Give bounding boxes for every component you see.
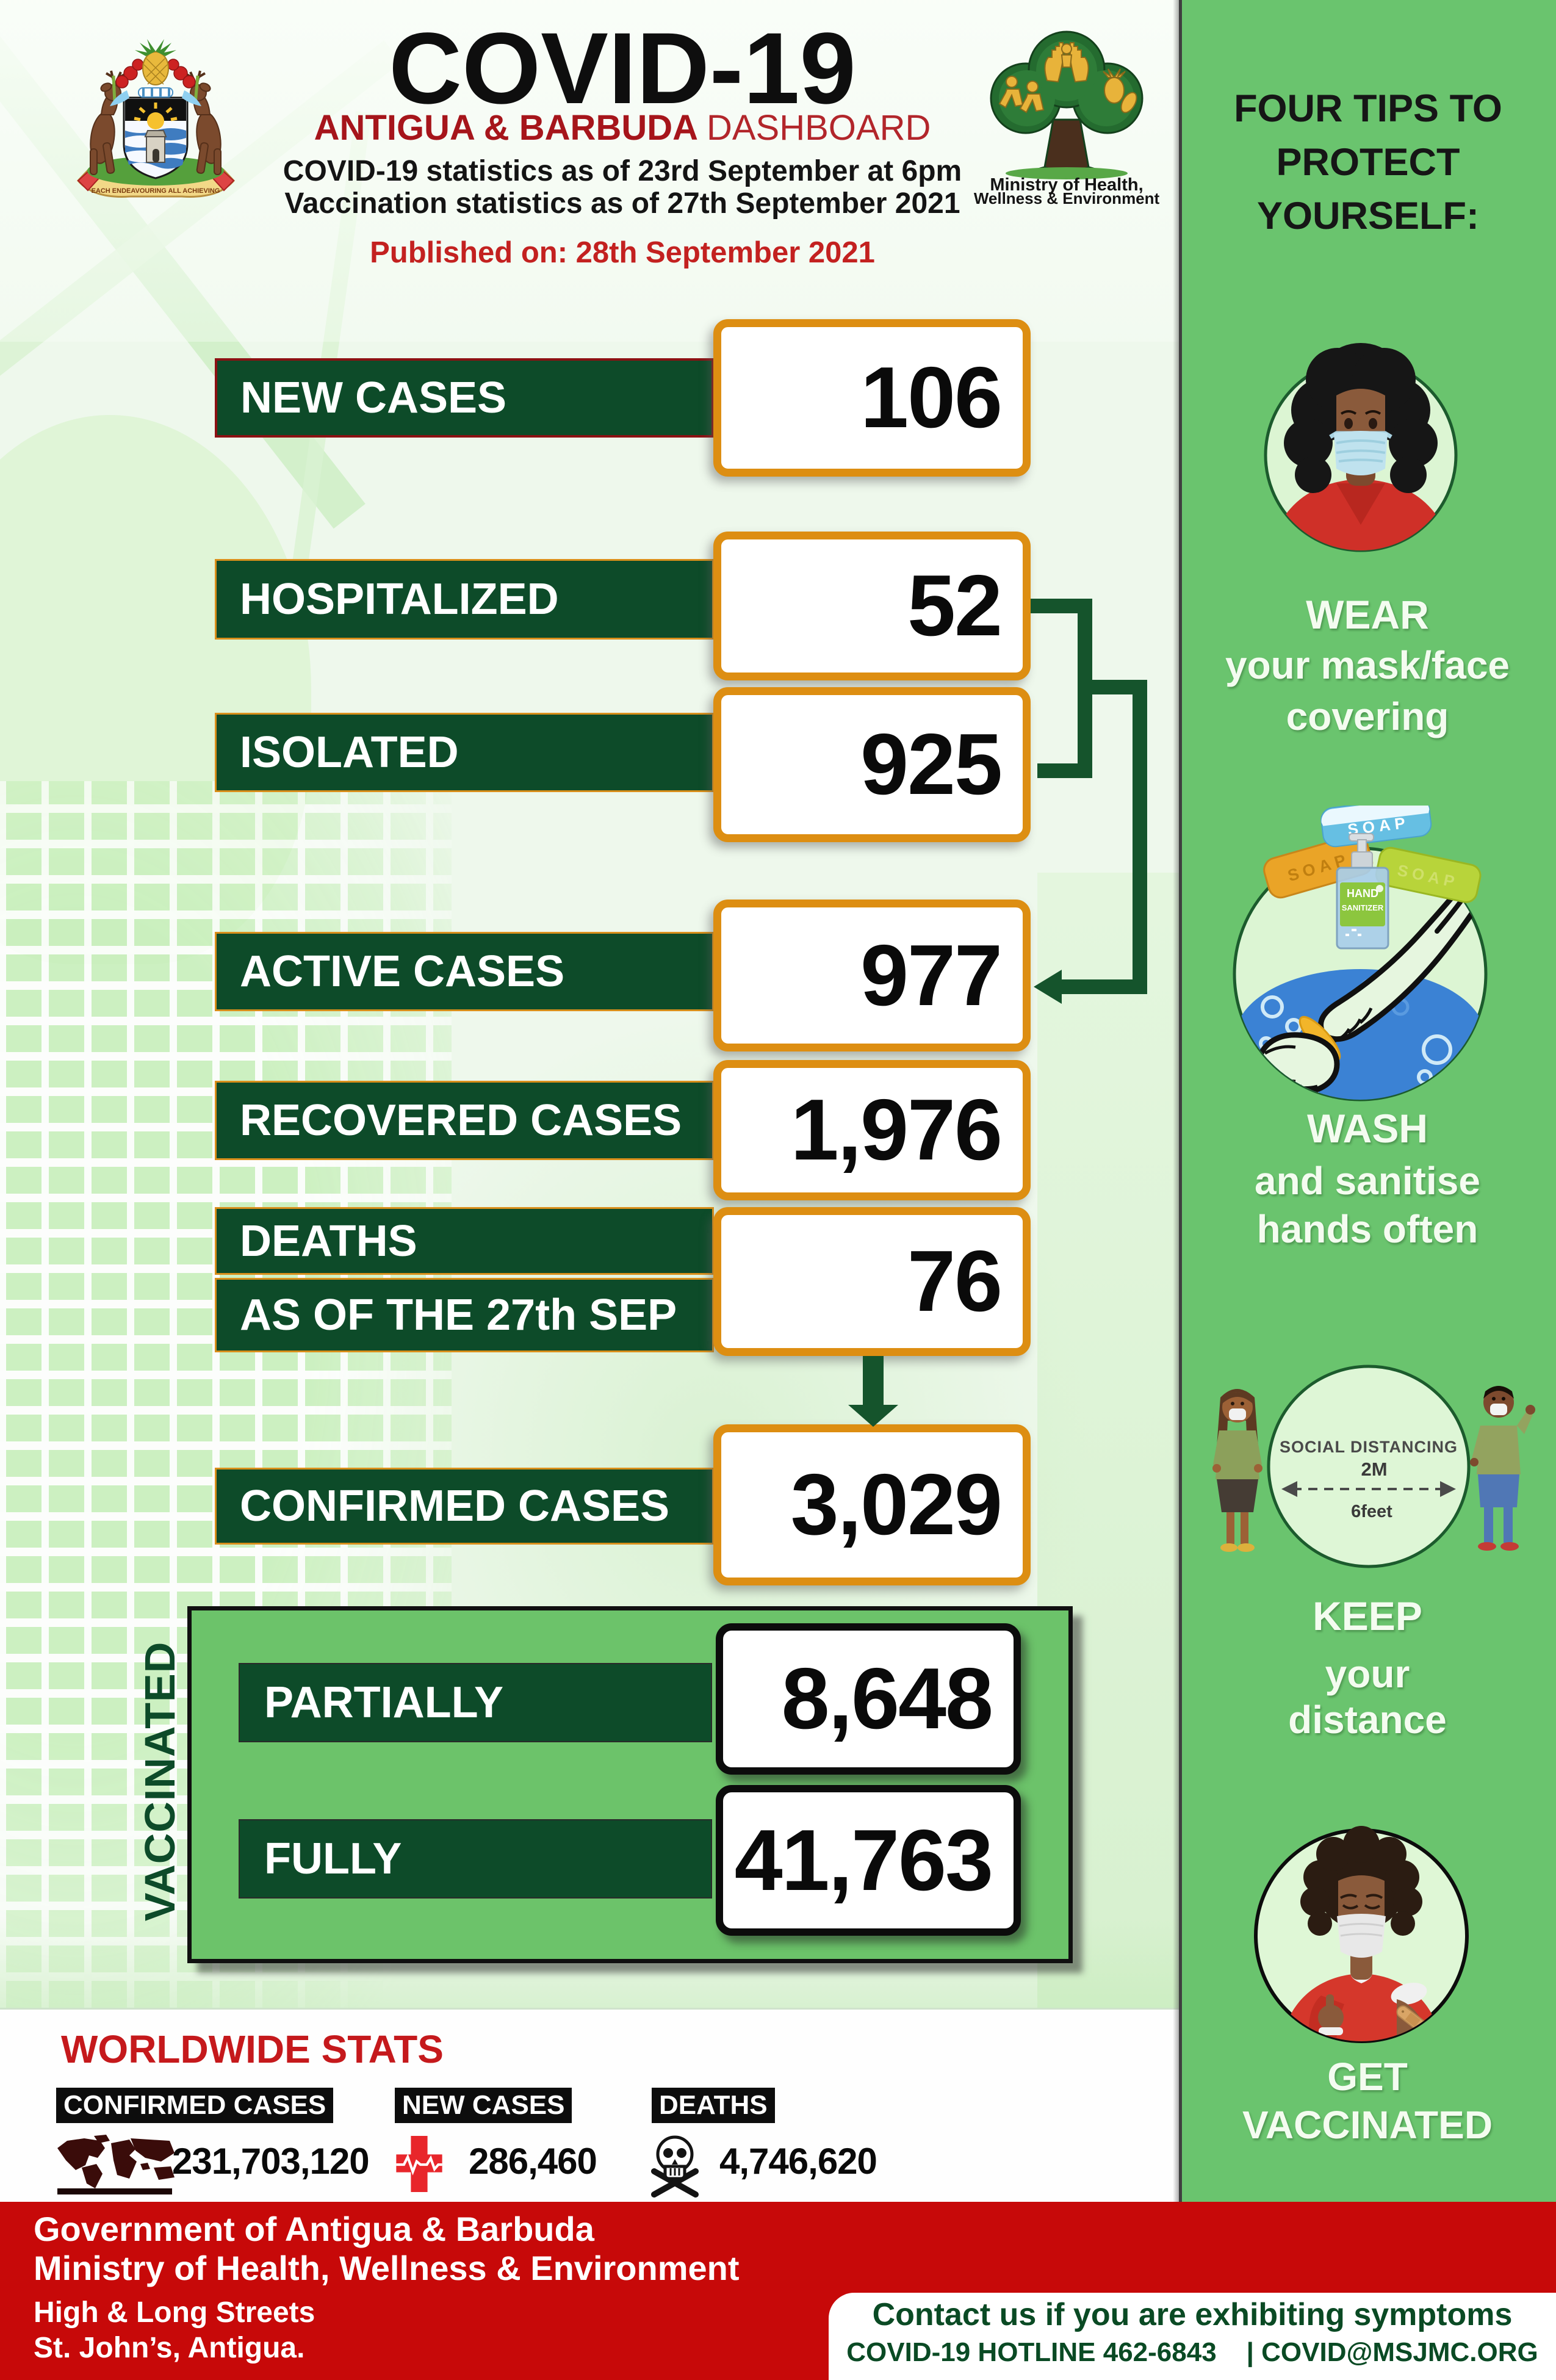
svg-text:Wellness & Environment: Wellness & Environment xyxy=(974,189,1160,205)
svg-text:2M: 2M xyxy=(1361,1459,1387,1480)
svg-text:SOCIAL DISTANCING: SOCIAL DISTANCING xyxy=(1280,1438,1458,1456)
svg-text:SANITIZER: SANITIZER xyxy=(1342,903,1384,912)
svg-text:6feet: 6feet xyxy=(1351,1502,1392,1521)
svg-text:Ministry of Health,: Ministry of Health, xyxy=(990,175,1143,195)
svg-text:HAND: HAND xyxy=(1347,887,1378,900)
svg-text:EACH ENDEAVOURING ALL ACHIEVIN: EACH ENDEAVOURING ALL ACHIEVING xyxy=(92,187,220,195)
